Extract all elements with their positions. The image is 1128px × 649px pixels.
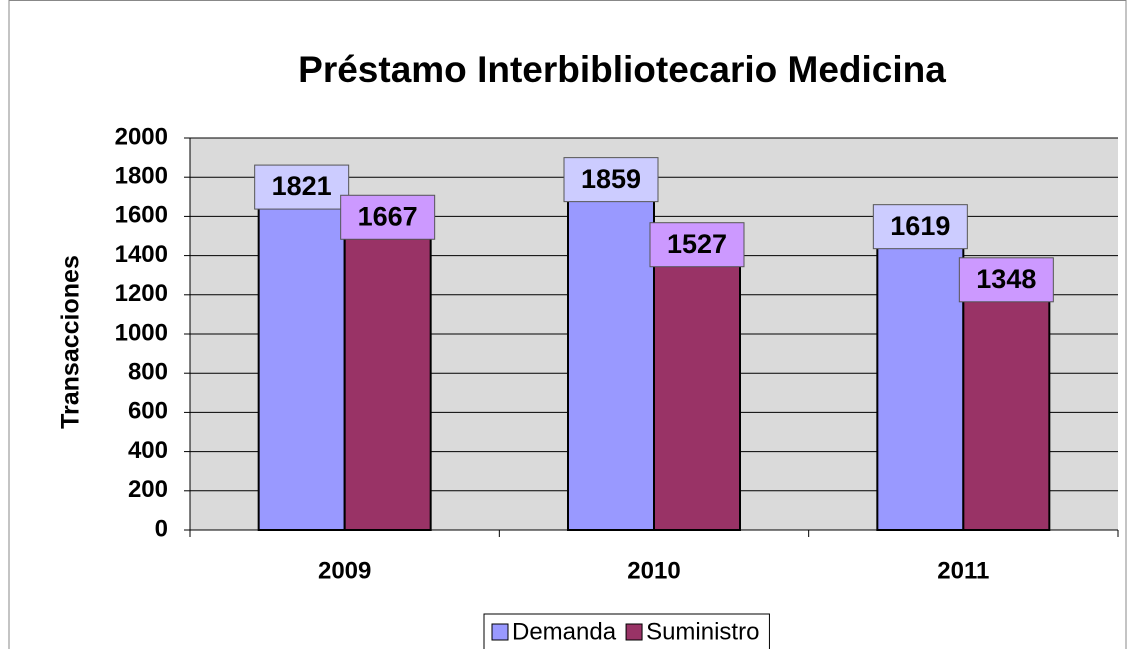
y-tick-label: 1800 <box>115 163 168 190</box>
bar <box>343 202 432 531</box>
legend-swatch <box>625 623 643 641</box>
y-tick-label: 0 <box>155 515 168 542</box>
data-label: 1527 <box>667 229 727 259</box>
x-tick-label: 2009 <box>318 557 371 584</box>
bar <box>567 164 655 532</box>
legend-label: Suministro <box>646 618 759 645</box>
y-tick-label: 1200 <box>115 280 168 307</box>
data-label: 1667 <box>358 201 418 231</box>
data-label: 1348 <box>976 264 1036 294</box>
x-tick-label: 2011 <box>937 557 989 584</box>
legend-label: Demanda <box>512 618 617 645</box>
y-tick-label: 1000 <box>115 319 168 346</box>
data-label-box <box>340 194 436 240</box>
y-tick-label: 600 <box>128 398 168 425</box>
bar <box>653 229 741 531</box>
y-tick-label: 2000 <box>115 123 168 150</box>
data-label-box <box>563 157 659 203</box>
chart-title: Préstamo Interbibliotecario Medicina <box>298 49 946 90</box>
legend <box>483 613 770 649</box>
data-label-box <box>649 222 745 268</box>
bar <box>962 264 1051 531</box>
x-tick-label: 2010 <box>627 557 680 584</box>
bar <box>876 211 965 531</box>
y-tick-label: 400 <box>128 437 168 464</box>
y-axis-label: Transacciones <box>57 255 85 429</box>
y-tick-label: 800 <box>128 359 168 386</box>
data-label: 1821 <box>272 171 332 201</box>
legend-swatch <box>491 623 509 641</box>
data-label: 1619 <box>890 211 950 241</box>
y-tick-label: 1600 <box>115 202 168 229</box>
data-label-box <box>958 257 1054 303</box>
y-tick-label: 200 <box>128 476 168 503</box>
y-tick-label: 1400 <box>115 241 168 268</box>
data-label: 1859 <box>581 164 641 194</box>
data-label-box <box>254 164 350 210</box>
data-label-box <box>872 204 968 250</box>
bar <box>257 172 346 531</box>
